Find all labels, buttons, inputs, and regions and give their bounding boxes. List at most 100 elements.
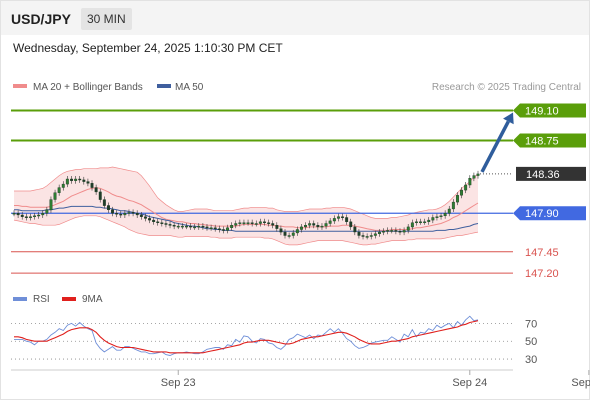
candle-body (402, 230, 406, 233)
candle-body (345, 217, 349, 223)
candle-body (156, 221, 160, 224)
candle-body (291, 232, 295, 236)
legend-swatch-9ma (62, 297, 76, 301)
candle-body (398, 230, 402, 233)
credit-text: Research © 2025 Trading Central (432, 82, 581, 93)
ma20-line (14, 187, 479, 231)
level-labels-layer: 149.10 148.75 148.36 147.90 147.45 147.20 (513, 103, 586, 280)
candle-body (74, 178, 78, 181)
legend-swatch-bollinger (13, 84, 27, 88)
levels-layer (11, 109, 513, 274)
candle-body (119, 213, 123, 216)
candle-body (115, 212, 119, 215)
candle-body (361, 235, 365, 237)
candle-body (197, 225, 201, 228)
candle-body (160, 222, 164, 224)
candle-body (16, 212, 20, 216)
candle-body (94, 187, 98, 193)
candle-body (139, 214, 143, 217)
candle-body (468, 177, 472, 186)
candle-body (456, 195, 459, 203)
candle-body (172, 224, 176, 227)
candle-body (98, 191, 102, 200)
rsi-panel: 70 50 30 (11, 315, 537, 366)
candle-body (267, 222, 271, 224)
candle-body (234, 223, 238, 226)
candle-body (221, 229, 225, 231)
candle-body (423, 221, 427, 224)
candle-body (131, 212, 135, 214)
candle-body (12, 212, 16, 215)
candle-body (378, 231, 381, 235)
candle-body (419, 221, 422, 224)
x-tick-label: Sep 23 (161, 377, 196, 389)
candle-body (447, 208, 451, 214)
candle-body (45, 209, 49, 214)
candle-body (410, 222, 414, 228)
candle-body (127, 212, 131, 214)
timeframe-badge[interactable]: 30 MIN (81, 8, 132, 30)
candle-body (308, 223, 312, 226)
candle-body (464, 184, 468, 191)
legend-label-9ma: 9MA (82, 294, 103, 305)
candle-body (176, 225, 180, 228)
candle-body (82, 179, 86, 182)
candle-body (20, 214, 24, 217)
candle-body (24, 216, 28, 218)
candle-body (439, 215, 443, 218)
candle-body (189, 225, 193, 228)
pivot-label: 147.90 (525, 208, 559, 220)
header-bar: USD/JPY 30 MIN (1, 1, 589, 35)
candle-body (460, 189, 463, 196)
legend-swatch-ma50 (157, 84, 171, 88)
candle-body (57, 187, 61, 193)
candle-body (312, 223, 316, 226)
main-legend: MA 20 + Bollinger Bands MA 50 Research ©… (13, 82, 581, 93)
rsi-legend: RSI 9MA (13, 294, 103, 305)
candle-body (250, 222, 254, 224)
projection-arrow-layer (480, 112, 514, 173)
candle-body (287, 235, 291, 237)
candle-body (230, 224, 234, 228)
candle-body (168, 224, 172, 226)
candle-body (111, 209, 115, 214)
target-label: 149.10 (525, 106, 559, 118)
x-tick-label: Sep 24 (452, 377, 487, 389)
candle-body (148, 218, 152, 221)
candle-body (394, 230, 398, 232)
candle-body (275, 224, 279, 229)
candle-body (357, 231, 361, 236)
candle-body (386, 230, 390, 232)
bollinger-band-layer (13, 166, 479, 246)
candle-body (102, 199, 106, 206)
candle-body (37, 214, 41, 217)
rsi-line (14, 315, 479, 356)
candle-body (209, 227, 213, 230)
candle-body (283, 231, 287, 236)
candle-body (65, 178, 69, 185)
candle-body (254, 223, 258, 225)
candles-layer (12, 170, 480, 240)
candle-body (217, 228, 221, 230)
candle-body (106, 205, 110, 211)
candle-body (451, 201, 455, 210)
rsi-tick-label: 30 (525, 354, 537, 366)
legend-label-ma50: MA 50 (175, 82, 204, 93)
current-price-label: 148.36 (526, 169, 560, 181)
legend-label-bollinger: MA 20 + Bollinger Bands (33, 82, 143, 93)
candle-body (316, 224, 320, 228)
candle-body (258, 221, 262, 224)
bollinger-upper-line (14, 166, 479, 219)
datetime-label: Wednesday, September 24, 2025 1:10:30 PM… (13, 41, 283, 55)
support-label: 147.45 (525, 247, 559, 259)
candle-body (415, 221, 418, 224)
candle-body (337, 216, 340, 219)
resistance-label: 148.75 (525, 136, 559, 148)
candle-body (90, 183, 94, 188)
candle-body (53, 192, 57, 200)
support-label: 147.20 (525, 268, 559, 280)
x-axis: Sep 23 Sep 24 Sep 25 (11, 369, 590, 389)
bollinger-band-fill (14, 167, 478, 245)
candle-body (332, 218, 336, 222)
